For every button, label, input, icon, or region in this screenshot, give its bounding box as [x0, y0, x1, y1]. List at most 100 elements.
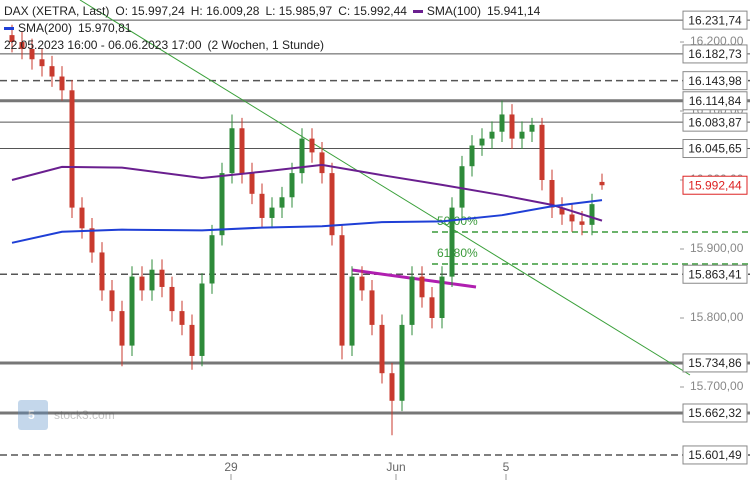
candle-body	[329, 173, 335, 236]
title: DAX (XETRA, Last)	[4, 4, 110, 18]
candle-body	[559, 207, 565, 215]
candle-body	[289, 173, 295, 198]
level-label: 16.114,84	[689, 94, 742, 108]
level-label: 16.045,65	[688, 142, 742, 156]
y-tick-label: 15.700,00	[690, 379, 744, 393]
candle-body	[369, 290, 375, 325]
candle-body	[169, 286, 175, 312]
level-box	[682, 445, 748, 465]
candle-body	[299, 138, 305, 174]
candle-body	[189, 324, 195, 356]
level-box	[682, 139, 748, 159]
legend-value: 15.941,14	[486, 4, 541, 18]
y-tick-label: 15.900,00	[690, 241, 744, 255]
candle-body	[519, 131, 525, 139]
candle-body	[419, 276, 425, 298]
x-tick-label: Jun	[386, 460, 405, 474]
candle-body	[109, 290, 115, 312]
fib-label: 50.00%	[437, 214, 478, 228]
level-box	[682, 264, 748, 284]
level-label: 16.143,98	[688, 74, 742, 88]
candle-body	[549, 180, 555, 208]
candle-body	[509, 114, 515, 139]
candle-body	[449, 207, 455, 277]
candle-body	[239, 128, 245, 174]
level-box	[682, 91, 748, 111]
level-box	[682, 353, 748, 373]
ohlc: O: 15.997,24	[115, 4, 185, 18]
candle-body	[139, 276, 145, 291]
candle-body	[269, 207, 275, 218]
level-box	[682, 112, 748, 132]
ohlc: L: 15.985,97	[265, 4, 333, 18]
legend-swatch	[4, 27, 14, 31]
candle-body	[499, 114, 505, 132]
header-row: DAX (XETRA, Last) O: 15.997,24 H: 16.009,2…	[4, 3, 546, 20]
candle-body	[529, 124, 535, 132]
x-tick-label: 29	[224, 460, 238, 474]
ohlc: H: 16.009,28	[190, 4, 260, 18]
candle-body	[49, 66, 55, 77]
legend-name: SMA(200)	[18, 21, 73, 35]
candle-body	[539, 124, 545, 181]
ohlc: C: 15.992,44	[338, 4, 407, 18]
candle-body	[459, 166, 465, 208]
candles	[9, 24, 605, 436]
candle-body	[349, 276, 355, 346]
candle-body	[439, 276, 445, 318]
level-label: 16.231,74	[688, 13, 742, 27]
candle-body	[589, 204, 595, 225]
candle-body	[409, 276, 415, 325]
candle-body	[259, 193, 265, 218]
candle-body	[79, 207, 85, 229]
candle-body	[199, 283, 205, 356]
candle-body	[209, 235, 215, 284]
candle-body	[39, 59, 45, 67]
level-label: 15.734,86	[688, 356, 742, 370]
level-label: 16.083,87	[688, 115, 742, 129]
logo-mark: 5	[28, 408, 35, 422]
sma-line	[11, 199, 603, 244]
candle-body	[69, 90, 75, 208]
legend-swatch	[412, 10, 423, 14]
candle-body	[59, 76, 65, 91]
candle-body	[219, 173, 225, 236]
candle-body	[489, 131, 495, 139]
candle-body	[319, 152, 325, 174]
header-row: SMA(200) 15.970,81	[4, 20, 546, 37]
level-box	[682, 175, 748, 195]
logo-box	[18, 400, 48, 430]
candle-body	[229, 128, 235, 174]
level-label: 15.863,41	[688, 267, 742, 281]
candle-body	[99, 252, 105, 291]
x-tick-label: 5	[503, 460, 510, 474]
level-box	[682, 403, 748, 423]
level-box	[682, 71, 748, 91]
candle-body	[579, 221, 585, 225]
header: DAX (XETRA, Last) O: 15.997,24 H: 16.009,2…	[4, 3, 546, 54]
candle-body	[389, 373, 395, 401]
candle-body	[469, 145, 475, 167]
period: (2 Wochen, 1 Stunde)	[207, 38, 325, 52]
candle-body	[309, 138, 315, 153]
legend-value: 15.970,81	[78, 21, 132, 35]
legend-name: SMA(100)	[426, 4, 481, 18]
candle-body	[399, 324, 405, 401]
candle-body	[339, 235, 345, 346]
candle-body	[89, 228, 95, 253]
candle-body	[569, 214, 575, 222]
candle-body	[359, 276, 365, 291]
level-label: 15.601,49	[688, 448, 742, 462]
level-box	[682, 10, 748, 30]
candle-body	[119, 311, 125, 346]
candle-body	[249, 173, 255, 194]
candle-body	[429, 297, 435, 318]
fib-label: 61.80%	[437, 246, 478, 260]
level-label: 15.662,32	[688, 406, 742, 420]
candle-body	[479, 138, 485, 146]
candle-body	[149, 269, 155, 291]
candle-body	[29, 48, 35, 60]
candle-body	[379, 324, 385, 374]
